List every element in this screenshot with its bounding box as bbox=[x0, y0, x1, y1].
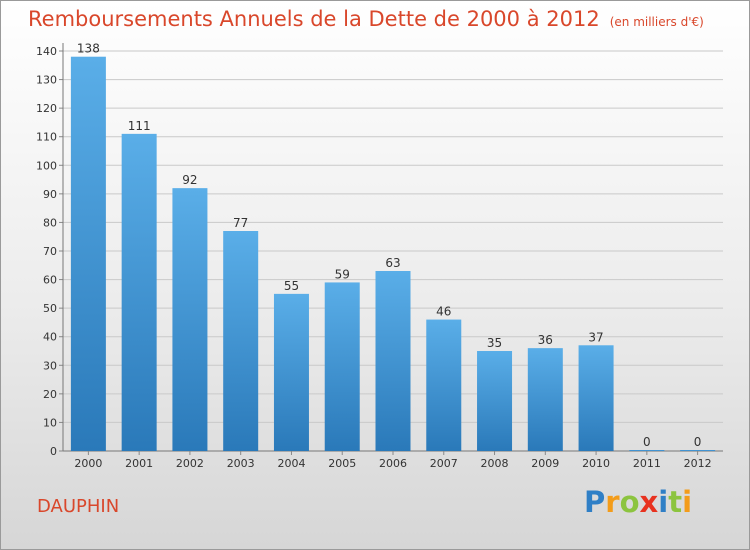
bar-value-label: 63 bbox=[385, 256, 400, 270]
x-tick-label: 2008 bbox=[481, 457, 509, 470]
bar bbox=[477, 351, 513, 451]
logo-letter: o bbox=[619, 485, 640, 519]
x-tick-label: 2006 bbox=[379, 457, 407, 470]
x-tick-label: 2001 bbox=[125, 457, 153, 470]
commune-name: DAUPHIN bbox=[37, 496, 120, 517]
bar-value-label: 37 bbox=[588, 330, 603, 344]
bar bbox=[527, 348, 563, 451]
x-tick-label: 2012 bbox=[684, 457, 712, 470]
logo-letter: i bbox=[682, 485, 693, 519]
bar-value-label: 0 bbox=[694, 435, 702, 449]
y-tick-label: 70 bbox=[43, 245, 57, 258]
title-unit: (en milliers d'€) bbox=[609, 15, 704, 29]
y-tick-label: 120 bbox=[36, 102, 57, 115]
logo-letter: P bbox=[584, 485, 606, 519]
chart-title: Remboursements Annuels de la Dette de 20… bbox=[28, 7, 704, 31]
bar-value-label: 46 bbox=[436, 305, 451, 319]
bar-value-label: 0 bbox=[643, 435, 651, 449]
x-tick-label: 2009 bbox=[531, 457, 559, 470]
bar-value-label: 77 bbox=[233, 216, 248, 230]
x-tick-label: 2004 bbox=[277, 457, 305, 470]
bar bbox=[629, 450, 665, 451]
y-tick-label: 100 bbox=[36, 159, 57, 172]
bar bbox=[172, 188, 208, 451]
bar bbox=[426, 319, 462, 451]
x-tick-label: 2003 bbox=[227, 457, 255, 470]
y-tick-label: 140 bbox=[36, 45, 57, 58]
bar bbox=[375, 271, 411, 451]
bar-value-label: 36 bbox=[538, 333, 553, 347]
y-tick-label: 90 bbox=[43, 188, 57, 201]
bar-value-label: 59 bbox=[335, 267, 350, 281]
title-text: Remboursements Annuels de la Dette de 20… bbox=[28, 7, 600, 31]
logo-letter: t bbox=[668, 485, 683, 519]
bar bbox=[223, 231, 259, 451]
y-tick-label: 60 bbox=[43, 274, 57, 287]
bar-value-label: 138 bbox=[77, 42, 100, 56]
y-tick-label: 50 bbox=[43, 302, 57, 315]
y-tick-label: 0 bbox=[50, 445, 57, 458]
bar bbox=[70, 56, 106, 451]
y-tick-label: 10 bbox=[43, 416, 57, 429]
y-tick-label: 80 bbox=[43, 216, 57, 229]
x-tick-label: 2005 bbox=[328, 457, 356, 470]
x-tick-label: 2010 bbox=[582, 457, 610, 470]
bar bbox=[578, 345, 614, 451]
bar bbox=[680, 450, 716, 451]
x-tick-label: 2000 bbox=[74, 457, 102, 470]
y-tick-label: 110 bbox=[36, 131, 57, 144]
y-tick-label: 20 bbox=[43, 388, 57, 401]
logo-letter: i bbox=[658, 485, 669, 519]
x-tick-label: 2011 bbox=[633, 457, 661, 470]
bar-value-label: 92 bbox=[182, 173, 197, 187]
bar-value-label: 55 bbox=[284, 279, 299, 293]
x-tick-label: 2002 bbox=[176, 457, 204, 470]
y-tick-label: 40 bbox=[43, 331, 57, 344]
y-tick-label: 30 bbox=[43, 359, 57, 372]
logo-letter: x bbox=[639, 485, 659, 519]
bar bbox=[273, 293, 309, 451]
bar-value-label: 35 bbox=[487, 336, 502, 350]
x-tick-label: 2007 bbox=[430, 457, 458, 470]
bar bbox=[324, 282, 360, 451]
y-tick-label: 130 bbox=[36, 74, 57, 87]
logo-letter: r bbox=[605, 485, 620, 519]
proxiti-logo: Proxiti bbox=[584, 485, 692, 519]
bar bbox=[121, 133, 157, 451]
bar-value-label: 111 bbox=[128, 119, 151, 133]
